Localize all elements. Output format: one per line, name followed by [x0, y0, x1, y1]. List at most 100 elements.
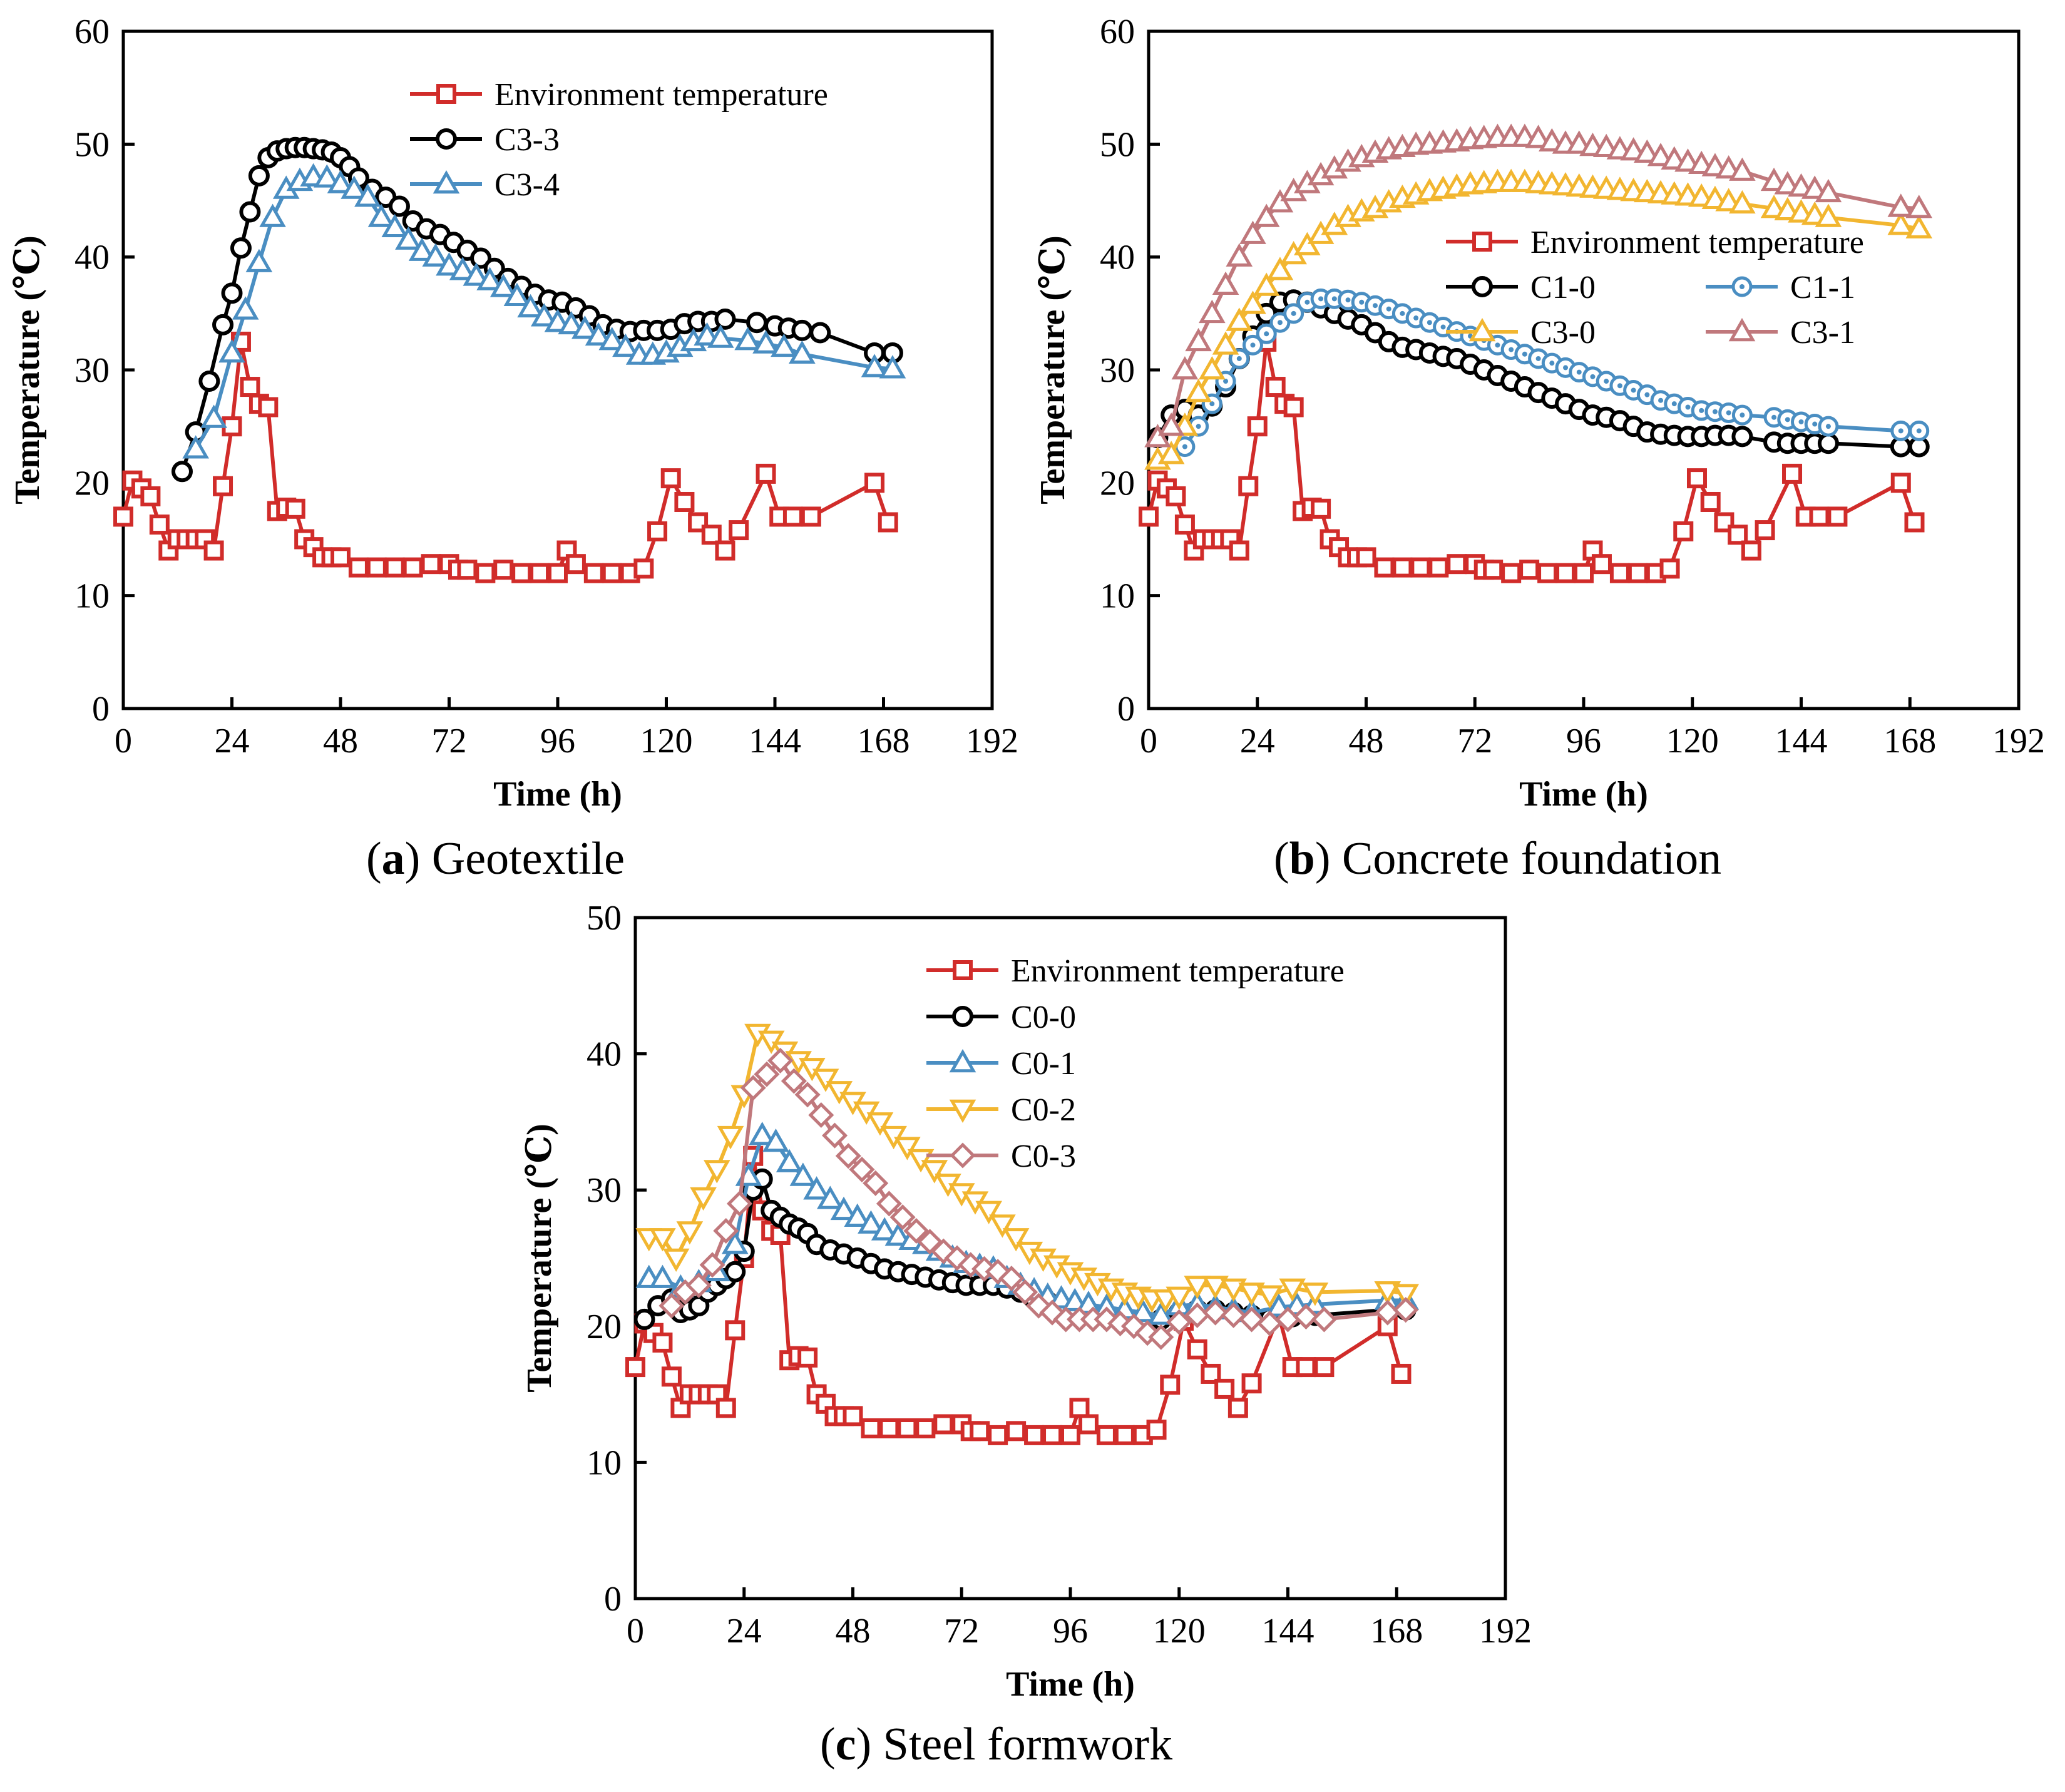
- legend-label-c3-0: C3-0: [1530, 315, 1596, 351]
- data-point-environment-temperature: [240, 377, 260, 397]
- data-point-c1-1-dot: [1522, 351, 1527, 357]
- data-point-c1-1-dot: [1740, 412, 1745, 418]
- x-tick-label: 168: [1370, 1612, 1423, 1651]
- caption-c-title: Steel formwork: [871, 1719, 1173, 1770]
- data-point-c3-4: [489, 274, 517, 297]
- data-point-c1-1-dot: [1617, 383, 1622, 389]
- data-point-c3-4: [585, 322, 612, 346]
- data-point-c1-1-dot: [1563, 365, 1569, 371]
- data-point-c0-3: [835, 1143, 861, 1169]
- data-point-c0-3: [998, 1266, 1025, 1292]
- data-point-environment-temperature: [421, 554, 441, 575]
- data-point-c1-1-dot: [1631, 387, 1636, 393]
- data-point-c1-1-dot: [1345, 297, 1351, 303]
- data-point-c3-4: [734, 327, 761, 351]
- legend-label-c0-3: C0-3: [1011, 1139, 1076, 1174]
- data-point-c0-1: [749, 1122, 776, 1145]
- legend-marker-c0-3: [950, 1142, 976, 1169]
- data-point-c3-4: [879, 355, 906, 379]
- legend-label-c3-4: C3-4: [494, 167, 560, 203]
- data-point-environment-temperature: [1229, 540, 1249, 561]
- y-tick-label: 20: [1100, 464, 1135, 503]
- data-point-c1-1-dot: [1223, 379, 1229, 384]
- data-point-environment-temperature: [1673, 521, 1694, 541]
- data-point-environment-temperature: [1809, 506, 1830, 527]
- series-line-environment-temperature: [121, 339, 890, 575]
- data-point-environment-temperature: [1006, 1421, 1027, 1441]
- data-point-environment-temperature: [457, 560, 478, 580]
- data-point-c0-3: [1239, 1306, 1265, 1333]
- data-point-c1-1-dot: [1644, 392, 1650, 397]
- data-point-c1-1-dot: [1495, 342, 1500, 348]
- y-tick-label: 0: [604, 1580, 622, 1619]
- data-point-c0-1: [762, 1129, 789, 1152]
- data-point-c3-1: [1905, 195, 1933, 218]
- data-point-c0-2: [1152, 1289, 1179, 1313]
- data-point-c3-3: [809, 322, 831, 344]
- data-point-environment-temperature: [1659, 558, 1680, 579]
- data-point-environment-temperature: [1160, 1375, 1181, 1395]
- data-point-c3-3: [388, 195, 410, 217]
- data-point-c0-2: [1279, 1278, 1306, 1302]
- data-point-c1-1-dot: [1250, 342, 1256, 348]
- data-point-c1-1-dot: [1318, 296, 1324, 302]
- data-point-c1-1-dot: [1427, 320, 1432, 325]
- data-point-c0-3: [1148, 1324, 1174, 1350]
- data-point-c0-3: [903, 1217, 930, 1244]
- data-point-c3-4: [436, 252, 463, 276]
- data-point-c3-1: [1226, 243, 1253, 267]
- data-point-c0-1: [721, 1231, 749, 1254]
- data-point-c0-2: [1256, 1285, 1283, 1309]
- legend-marker-environment-temperature: [1472, 232, 1492, 252]
- data-point-environment-temperature: [970, 1421, 990, 1441]
- data-point-environment-temperature: [674, 491, 695, 512]
- data-point-c3-4: [752, 330, 779, 354]
- data-point-environment-temperature: [1890, 473, 1911, 493]
- data-point-environment-temperature: [331, 547, 351, 568]
- caption-b: (b) Concrete foundation: [1274, 833, 1722, 884]
- data-point-environment-temperature: [1314, 1357, 1335, 1378]
- data-point-environment-temperature: [1096, 1425, 1117, 1445]
- data-point-environment-temperature: [1311, 498, 1331, 519]
- data-point-c0-3: [822, 1122, 848, 1149]
- data-point-environment-temperature: [1174, 515, 1195, 535]
- data-point-c0-3: [740, 1075, 766, 1101]
- caption-b-title: Concrete foundation: [1330, 833, 1722, 884]
- caption-c-label: c: [835, 1719, 856, 1770]
- data-point-c0-1: [858, 1210, 884, 1234]
- data-point-environment-temperature: [1519, 560, 1540, 580]
- data-point-c0-3: [889, 1204, 916, 1231]
- data-point-environment-temperature: [1501, 563, 1522, 583]
- data-point-c3-1: [1887, 193, 1915, 217]
- data-point-environment-temperature: [1428, 557, 1449, 578]
- data-point-c1-1-dot: [1771, 414, 1777, 420]
- data-point-environment-temperature: [1296, 1357, 1316, 1378]
- data-point-c0-3: [713, 1217, 739, 1244]
- data-point-c0-3: [767, 1047, 794, 1074]
- x-tick-label: 0: [115, 722, 132, 760]
- data-point-environment-temperature: [1447, 554, 1467, 575]
- data-point-environment-temperature: [1483, 560, 1504, 580]
- x-tick-label: 0: [627, 1612, 644, 1651]
- data-point-environment-temperature: [1904, 512, 1925, 533]
- data-point-c3-0: [1185, 379, 1212, 402]
- legend-marker-c1-0: [1472, 276, 1493, 297]
- data-point-environment-temperature: [660, 468, 681, 489]
- data-point-c3-0: [1239, 290, 1266, 314]
- data-point-c0-2: [799, 1058, 826, 1082]
- data-point-c3-0: [1266, 257, 1294, 280]
- data-point-environment-temperature: [933, 1414, 954, 1435]
- data-point-c1-1-dot: [1509, 347, 1514, 352]
- data-point-environment-temperature: [652, 1332, 673, 1353]
- legend: Environment temperature C3-3 C3-4: [410, 77, 828, 203]
- data-point-c0-2: [704, 1160, 730, 1184]
- data-point-c1-1-dot: [1590, 374, 1596, 379]
- data-point-c3-0: [1294, 232, 1321, 255]
- data-point-c1-1-dot: [1726, 410, 1731, 416]
- data-point-c0-2: [921, 1160, 948, 1184]
- data-point-environment-temperature: [1042, 1425, 1063, 1445]
- data-point-environment-temperature: [1238, 476, 1259, 496]
- data-point-c3-3: [230, 237, 252, 259]
- data-point-c3-4: [571, 315, 598, 339]
- legend-label-c0-2: C0-2: [1011, 1092, 1076, 1128]
